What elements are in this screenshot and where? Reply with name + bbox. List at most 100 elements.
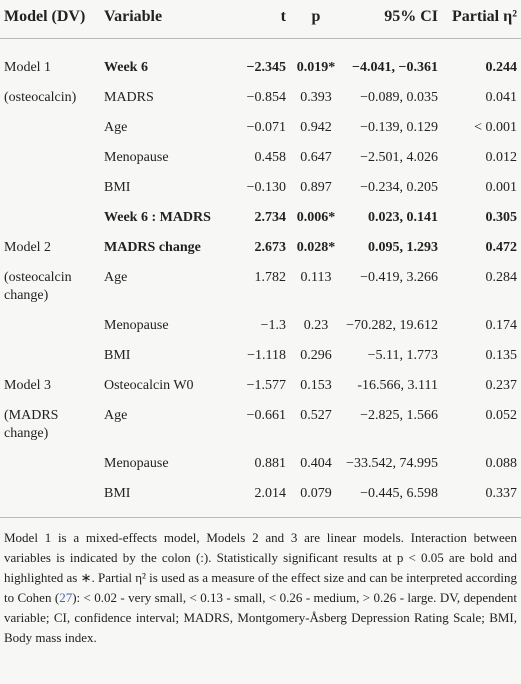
eta-cell: 0.135 bbox=[485, 348, 518, 363]
column-header: p bbox=[290, 0, 342, 39]
variable-cell: MADRS change bbox=[104, 240, 201, 255]
eta-cell: 0.088 bbox=[485, 456, 518, 471]
column-header: Model (DV) bbox=[0, 0, 100, 39]
cell bbox=[0, 341, 100, 371]
table-row: (MADRS change) Age −0.661 0.527 −2.825, 1.56… bbox=[0, 401, 521, 449]
cell bbox=[0, 173, 100, 203]
ci-cell: −0.234, 0.205 bbox=[360, 180, 438, 195]
table-row: BMI −0.130 0.897 −0.234, 0.205 0.001 bbox=[0, 173, 521, 203]
p-cell: 0.113 bbox=[300, 270, 332, 285]
ci-cell: −5.11, 1.773 bbox=[367, 348, 438, 363]
table-row: Menopause 0.881 0.404 −33.542, 74.995 0.088 bbox=[0, 449, 521, 479]
p-cell: 0.23 bbox=[303, 318, 329, 333]
cell bbox=[0, 479, 100, 518]
table-row: (osteocalcin change) Age 1.782 0.113 −0.419,… bbox=[0, 263, 521, 311]
p-cell: 0.028* bbox=[296, 240, 336, 255]
p-cell: 0.296 bbox=[300, 348, 332, 363]
p-cell: 0.393 bbox=[300, 90, 332, 105]
eta-cell: < 0.001 bbox=[474, 120, 517, 135]
cell bbox=[0, 311, 100, 341]
table-row: Model 2 MADRS change 2.673 0.028* 0.095, 1.2… bbox=[0, 233, 521, 263]
variable-cell: Menopause bbox=[104, 150, 169, 165]
p-cell: 0.019* bbox=[296, 60, 336, 75]
p-cell: 0.942 bbox=[300, 120, 332, 135]
header-row: Model (DV) Variable t p 95% CI Partial η² bbox=[0, 0, 521, 39]
column-header: 95% CI bbox=[342, 0, 442, 39]
ci-cell: −0.089, 0.035 bbox=[360, 90, 438, 105]
t-cell: −1.118 bbox=[247, 348, 286, 363]
model-cell: Model 1 bbox=[4, 60, 52, 75]
cell bbox=[0, 203, 100, 233]
t-cell: 2.014 bbox=[254, 486, 287, 501]
eta-cell: 0.174 bbox=[485, 318, 518, 333]
variable-cell: Osteocalcin W0 bbox=[104, 378, 194, 393]
t-cell: −0.130 bbox=[246, 180, 286, 195]
eta-cell: 0.284 bbox=[485, 270, 518, 285]
t-cell: −1.3 bbox=[260, 318, 286, 333]
p-cell: 0.527 bbox=[300, 408, 332, 423]
t-cell: 0.881 bbox=[254, 456, 287, 471]
ci-cell: 0.023, 0.141 bbox=[368, 210, 438, 225]
t-cell: 2.734 bbox=[254, 210, 287, 225]
ci-cell: −0.445, 6.598 bbox=[360, 486, 438, 501]
variable-cell: BMI bbox=[104, 180, 131, 195]
table-row: Week 6 : MADRS 2.734 0.006* 0.023, 0.141 0.3… bbox=[0, 203, 521, 233]
model-cell: (osteocalcin change) bbox=[4, 270, 72, 303]
model-cell: (MADRS change) bbox=[4, 408, 59, 441]
variable-cell: Age bbox=[104, 120, 128, 135]
p-cell: 0.153 bbox=[300, 378, 332, 393]
column-header: t bbox=[232, 0, 290, 39]
eta-cell: 0.041 bbox=[485, 90, 518, 105]
eta-cell: 0.244 bbox=[485, 60, 518, 75]
ci-cell: −2.825, 1.566 bbox=[360, 408, 438, 423]
table-row: (osteocalcin) MADRS −0.854 0.393 −0.089, 0.0… bbox=[0, 83, 521, 113]
ci-cell: −4.041, −0.361 bbox=[352, 60, 438, 75]
t-cell: −2.345 bbox=[246, 60, 286, 75]
t-cell: −0.854 bbox=[246, 90, 286, 105]
model-cell: Model 3 bbox=[4, 378, 52, 393]
variable-cell: Age bbox=[104, 408, 128, 423]
eta-cell: 0.012 bbox=[485, 150, 518, 165]
column-header: Variable bbox=[100, 0, 232, 39]
note-text: ): < 0.02 - very small, < 0.13 - small, … bbox=[4, 590, 518, 645]
p-cell: 0.897 bbox=[300, 180, 332, 195]
model-cell: Model 2 bbox=[4, 240, 52, 255]
t-cell: 2.673 bbox=[254, 240, 287, 255]
ci-cell: −0.139, 0.129 bbox=[360, 120, 438, 135]
model-cell: (osteocalcin) bbox=[4, 90, 77, 105]
t-cell: −0.661 bbox=[246, 408, 286, 423]
variable-cell: Week 6 : MADRS bbox=[104, 210, 211, 225]
cell bbox=[0, 113, 100, 143]
t-cell: −0.071 bbox=[246, 120, 286, 135]
table-row: Menopause −1.3 0.23 −70.282, 19.612 0.174 bbox=[0, 311, 521, 341]
table-row: BMI 2.014 0.079 −0.445, 6.598 0.337 bbox=[0, 479, 521, 518]
reference-link: 27 bbox=[59, 590, 73, 605]
variable-cell: MADRS bbox=[104, 90, 154, 105]
variable-cell: Age bbox=[104, 270, 128, 285]
variable-cell: BMI bbox=[104, 348, 131, 363]
p-cell: 0.404 bbox=[300, 456, 332, 471]
p-cell: 0.079 bbox=[300, 486, 332, 501]
table-row: Model 3 Osteocalcin W0 −1.577 0.153 -16.566,… bbox=[0, 371, 521, 401]
cell bbox=[0, 449, 100, 479]
table-row: BMI −1.118 0.296 −5.11, 1.773 0.135 bbox=[0, 341, 521, 371]
p-cell: 0.647 bbox=[300, 150, 332, 165]
eta-cell: 0.052 bbox=[485, 408, 518, 423]
variable-cell: Week 6 bbox=[104, 60, 148, 75]
t-cell: −1.577 bbox=[246, 378, 286, 393]
cell bbox=[0, 143, 100, 173]
eta-cell: 0.305 bbox=[485, 210, 518, 225]
table-body: Model 1 Week 6 −2.345 0.019* −4.041, −0.361 0… bbox=[0, 39, 521, 518]
results-table: Model (DV) Variable t p 95% CI Partial η² Mod… bbox=[0, 0, 521, 518]
footnote: Model 1 is a mixed-effects model, Models… bbox=[0, 518, 521, 648]
t-cell: 0.458 bbox=[254, 150, 287, 165]
ci-cell: −70.282, 19.612 bbox=[346, 318, 438, 333]
variable-cell: Menopause bbox=[104, 318, 169, 333]
ci-cell: −33.542, 74.995 bbox=[346, 456, 438, 471]
p-cell: 0.006* bbox=[296, 210, 336, 225]
table-row: Menopause 0.458 0.647 −2.501, 4.026 0.012 bbox=[0, 143, 521, 173]
note-text: Model 1 is a mixed-effects model, Models… bbox=[4, 530, 517, 605]
table-row: Model 1 Week 6 −2.345 0.019* −4.041, −0.361 0… bbox=[0, 39, 521, 84]
variable-cell: BMI bbox=[104, 486, 131, 501]
